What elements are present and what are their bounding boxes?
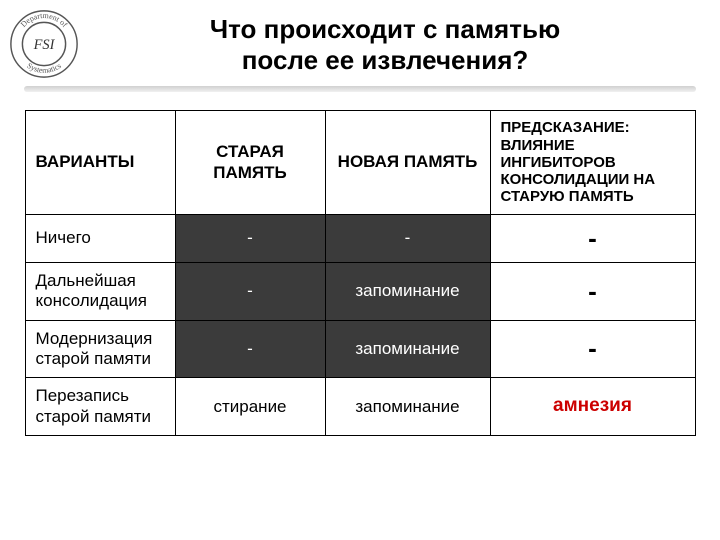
cell-new: запоминание [325,378,490,436]
svg-text:Department of: Department of [19,11,70,29]
table-row: Дальнейшая консолидация - запоминание - [25,262,695,320]
title-divider [24,86,696,92]
cell-old: - [175,320,325,378]
cell-pred: - [490,320,695,378]
header-row: ВАРИАНТЫ СТАРАЯ ПАМЯТЬ НОВАЯ ПАМЯТЬ ПРЕД… [25,111,695,214]
cell-pred: амнезия [490,378,695,436]
table-row: Модернизация старой памяти - запоминание… [25,320,695,378]
cell-old: - [175,214,325,262]
cell-old: стирание [175,378,325,436]
cell-new: запоминание [325,262,490,320]
header-old-memory: СТАРАЯ ПАМЯТЬ [175,111,325,214]
logo-text-bottom: Systematics [25,61,63,75]
cell-pred: - [490,262,695,320]
table-row: Ничего - - - [25,214,695,262]
memory-table: ВАРИАНТЫ СТАРАЯ ПАМЯТЬ НОВАЯ ПАМЯТЬ ПРЕД… [25,110,696,436]
header-variants: ВАРИАНТЫ [25,111,175,214]
cell-new: - [325,214,490,262]
logo-text-top: Department of [19,11,70,29]
cell-old: - [175,262,325,320]
title-line-1: Что происходит с памятью [210,14,560,44]
table-row: Перезапись старой памяти стирание запоми… [25,378,695,436]
svg-text:Systematics: Systematics [25,61,63,75]
slide-title: Что происходит с памятью после ее извлеч… [0,0,720,86]
cell-new: запоминание [325,320,490,378]
header-prediction: ПРЕДСКАЗАНИЕ: ВЛИЯНИЕ ИНГИБИТОРОВ КОНСОЛ… [490,111,695,214]
dept-logo: Department of Systematics FSI [8,8,80,80]
header-new-memory: НОВАЯ ПАМЯТЬ [325,111,490,214]
logo-text-inner: FSI [33,37,56,53]
cell-pred: - [490,214,695,262]
row-label: Дальнейшая консолидация [25,262,175,320]
row-label: Перезапись старой памяти [25,378,175,436]
row-label: Модернизация старой памяти [25,320,175,378]
title-line-2: после ее извлечения? [242,45,529,75]
row-label: Ничего [25,214,175,262]
